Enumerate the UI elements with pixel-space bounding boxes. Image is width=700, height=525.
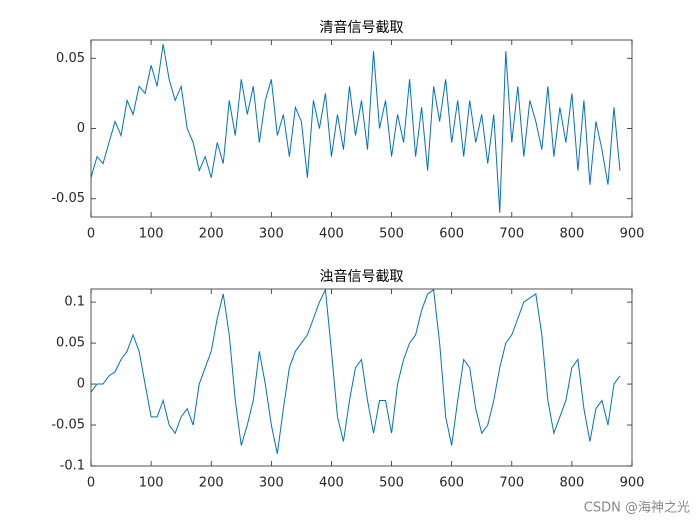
x-tick-label: 0 bbox=[87, 227, 95, 242]
y-tick-label: 0 bbox=[77, 121, 85, 136]
y-tick-label: 0 bbox=[77, 377, 85, 392]
x-tick-label: 700 bbox=[499, 227, 524, 242]
x-tick-label: 200 bbox=[199, 227, 224, 242]
y-tick-label: 0.1 bbox=[64, 295, 85, 310]
y-tick-label: 0.05 bbox=[56, 51, 85, 66]
chart-title: 清音信号截取 bbox=[320, 19, 404, 36]
x-tick-label: 200 bbox=[199, 476, 224, 491]
x-tick-label: 0 bbox=[87, 476, 95, 491]
watermark: CSDN @海神之光 bbox=[584, 501, 690, 516]
x-tick-label: 800 bbox=[559, 476, 584, 491]
signal-line bbox=[91, 289, 621, 454]
x-tick-label: 900 bbox=[620, 227, 645, 242]
x-tick-label: 700 bbox=[499, 476, 524, 491]
x-tick-label: 300 bbox=[259, 476, 284, 491]
x-tick-label: 800 bbox=[559, 227, 584, 242]
axes-background bbox=[91, 289, 632, 466]
chart-title: 浊音信号截取 bbox=[320, 268, 404, 285]
y-tick-label: -0.05 bbox=[51, 191, 85, 206]
x-tick-label: 400 bbox=[319, 476, 344, 491]
x-tick-label: 300 bbox=[259, 227, 284, 242]
signal-line bbox=[91, 44, 621, 213]
x-tick-label: 600 bbox=[439, 227, 464, 242]
x-tick-label: 600 bbox=[439, 476, 464, 491]
x-tick-label: 100 bbox=[139, 476, 164, 491]
x-tick-label: 100 bbox=[139, 227, 164, 242]
x-tick-label: 500 bbox=[379, 476, 404, 491]
x-tick-label: 900 bbox=[620, 476, 645, 491]
axes-background bbox=[91, 40, 632, 217]
y-tick-label: -0.05 bbox=[51, 418, 85, 433]
axes-box bbox=[90, 288, 633, 467]
x-tick-label: 500 bbox=[379, 227, 404, 242]
y-tick-label: 0.05 bbox=[56, 336, 85, 351]
x-tick-label: 400 bbox=[319, 227, 344, 242]
y-tick-label: -0.1 bbox=[60, 459, 85, 474]
